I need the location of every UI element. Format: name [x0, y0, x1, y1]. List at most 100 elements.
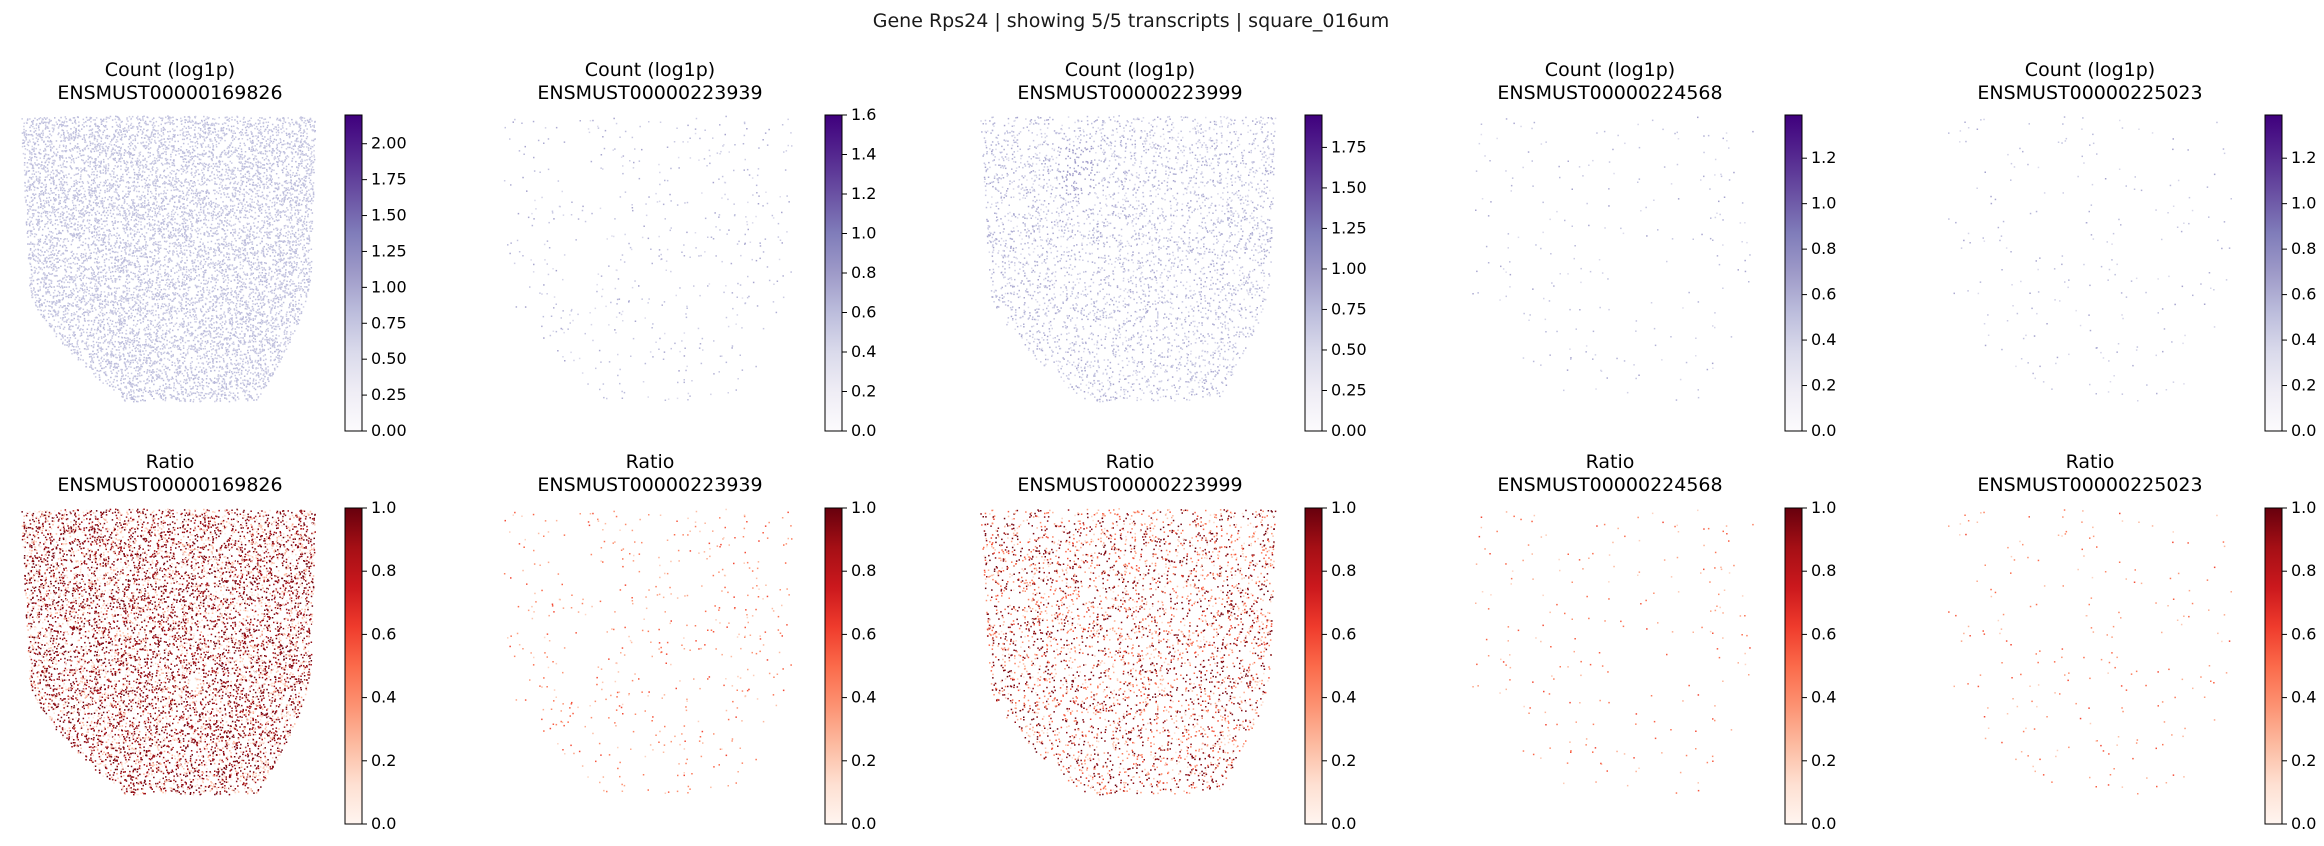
scatter-point: [75, 167, 77, 169]
scatter-point: [117, 365, 120, 368]
scatter-point: [305, 224, 308, 226]
scatter-point: [75, 134, 77, 136]
scatter-point: [236, 297, 238, 300]
scatter-point: [116, 349, 118, 351]
scatter-point: [183, 325, 185, 328]
scatter-point: [291, 262, 293, 265]
scatter-point: [43, 315, 46, 318]
scatter-point: [259, 348, 261, 351]
scatter-point: [274, 187, 277, 189]
scatter-point: [292, 227, 294, 229]
scatter-point: [154, 348, 156, 350]
scatter-point: [153, 182, 155, 185]
scatter-point: [56, 219, 58, 221]
scatter-point: [256, 149, 258, 152]
scatter-point: [221, 151, 224, 153]
scatter-point: [245, 312, 248, 314]
scatter-point: [74, 136, 77, 138]
scatter-point: [125, 265, 127, 267]
scatter-point: [147, 289, 149, 291]
scatter-point: [289, 341, 291, 343]
scatter-point: [152, 243, 154, 246]
scatter-point: [240, 162, 242, 164]
scatter-point: [68, 224, 70, 226]
scatter-point: [198, 274, 200, 276]
scatter-point: [266, 253, 268, 256]
scatter-point: [149, 282, 151, 284]
scatter-point: [118, 329, 120, 331]
scatter-point: [108, 325, 111, 328]
scatter-point: [201, 333, 203, 336]
scatter-point: [236, 351, 239, 354]
scatter-point: [311, 166, 314, 168]
scatter-point: [85, 258, 88, 260]
scatter-point: [162, 220, 165, 223]
scatter-point: [27, 179, 30, 182]
scatter-point: [29, 163, 31, 165]
scatter-point: [117, 370, 120, 372]
scatter-point: [193, 348, 195, 351]
scatter-point: [122, 268, 125, 271]
scatter-point: [114, 278, 116, 280]
scatter-point: [283, 160, 286, 163]
scatter-point: [47, 266, 50, 269]
scatter-point: [268, 283, 270, 285]
scatter-point: [183, 198, 185, 200]
scatter-point: [277, 165, 279, 168]
scatter-point: [301, 145, 303, 148]
scatter-point: [217, 206, 219, 208]
scatter-point: [139, 217, 141, 220]
scatter-point: [98, 129, 101, 131]
scatter-point: [308, 237, 311, 239]
scatter-point: [126, 367, 128, 370]
scatter-point: [227, 151, 230, 153]
scatter-point: [169, 137, 172, 140]
scatter-point: [157, 277, 160, 279]
scatter-point: [223, 292, 225, 295]
scatter-point: [198, 398, 201, 400]
scatter-point: [304, 183, 306, 186]
scatter-point: [35, 175, 38, 178]
scatter-point: [284, 240, 287, 243]
scatter-point: [236, 380, 238, 382]
scatter-point: [291, 214, 294, 217]
scatter-point: [288, 306, 290, 309]
scatter-point: [52, 269, 54, 271]
scatter-point: [224, 220, 226, 222]
scatter-point: [69, 337, 72, 339]
scatter-point: [241, 193, 244, 195]
scatter-point: [164, 312, 166, 314]
scatter-point: [26, 190, 29, 192]
scatter-point: [244, 274, 247, 276]
scatter-point: [47, 174, 49, 176]
scatter-point: [193, 136, 195, 139]
scatter-point: [118, 349, 120, 351]
scatter-point: [209, 332, 212, 335]
scatter-point: [137, 204, 140, 207]
scatter-point: [192, 199, 194, 202]
scatter-point: [65, 150, 67, 153]
scatter-point: [312, 161, 314, 164]
scatter-point: [241, 203, 243, 205]
scatter-point: [94, 219, 96, 221]
scatter-point: [292, 172, 294, 174]
scatter-point: [82, 270, 85, 273]
scatter-point: [189, 187, 192, 189]
scatter-point: [103, 207, 105, 209]
scatter-point: [46, 300, 49, 303]
scatter-point: [34, 291, 36, 293]
scatter-point: [160, 197, 163, 200]
scatter-point: [26, 143, 29, 146]
scatter-point: [106, 146, 109, 149]
scatter-point: [209, 263, 211, 265]
scatter-point: [71, 240, 73, 243]
scatter-point: [62, 260, 65, 263]
scatter-point: [236, 198, 238, 200]
scatter-point: [152, 229, 154, 231]
scatter-point: [42, 168, 44, 170]
scatter-point: [132, 345, 135, 347]
scatter-point: [259, 206, 262, 209]
scatter-point: [54, 326, 57, 328]
scatter-point: [136, 400, 138, 403]
scatter-point: [110, 275, 112, 278]
